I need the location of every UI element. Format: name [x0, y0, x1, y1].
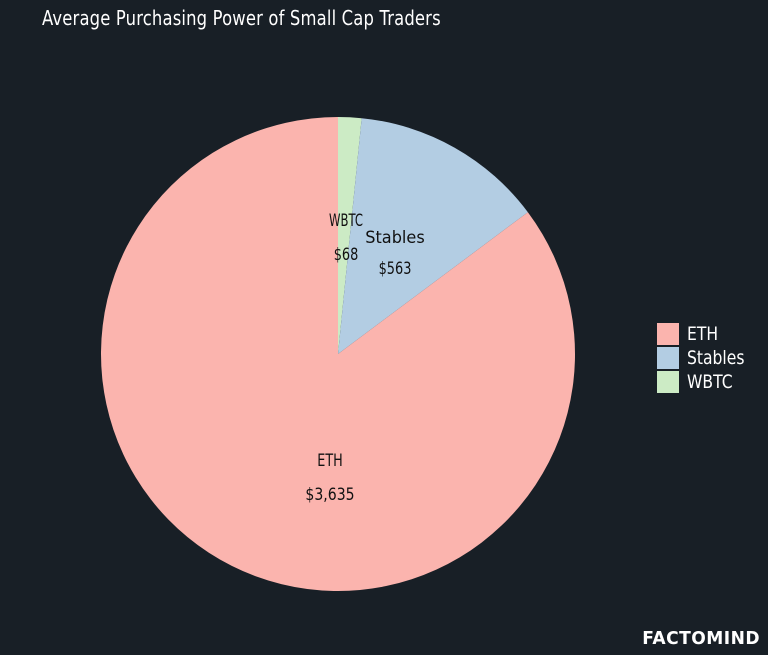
slice-value-wbtc: $68	[334, 245, 359, 265]
slice-label-wbtc: WBTC	[329, 211, 363, 231]
legend-label-eth: ETH	[687, 323, 719, 345]
legend-item-stables: Stables	[657, 346, 757, 370]
legend: ETH Stables WBTC	[657, 322, 757, 394]
pie-slice-wbtc	[338, 117, 362, 354]
pie-slice-eth	[100, 116, 575, 592]
legend-label-stables: Stables	[687, 347, 745, 369]
legend-label-wbtc: WBTC	[687, 371, 733, 393]
slice-value-stables: $563	[379, 259, 412, 279]
pie-slice-stables	[338, 118, 528, 355]
legend-item-eth: ETH	[657, 322, 757, 346]
slice-label-eth: ETH	[317, 451, 343, 471]
slice-value-eth: $3,635	[305, 485, 354, 505]
legend-swatch-stables	[657, 347, 679, 369]
chart-title: Average Purchasing Power of Small Cap Tr…	[42, 6, 441, 30]
legend-item-wbtc: WBTC	[657, 370, 757, 394]
brand-logo: FACTOMIND	[642, 628, 760, 649]
legend-swatch-eth	[657, 323, 679, 345]
slice-label-stables: Stables	[365, 228, 425, 248]
legend-swatch-wbtc	[657, 371, 679, 393]
